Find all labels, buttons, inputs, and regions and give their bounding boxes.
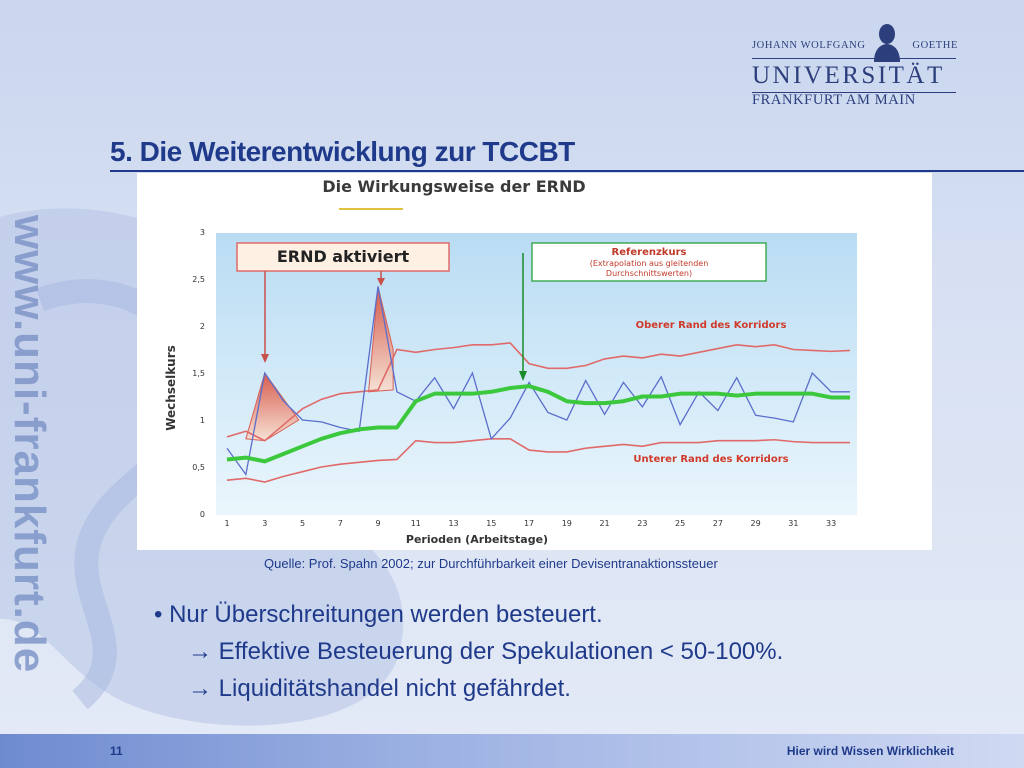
y-tick-label: 2,5 xyxy=(192,275,205,284)
x-tick-label: 11 xyxy=(411,519,421,528)
goethe-bust-icon xyxy=(874,24,900,62)
title-divider xyxy=(110,170,1024,172)
chart-annotations: ERND aktiviert Referenzkurs(Extrapolation… xyxy=(236,242,789,465)
bullet-sub-1: → Effektive Besteuerung der Spekulatione… xyxy=(154,633,783,670)
x-tick-label: 17 xyxy=(524,519,534,528)
y-tick-label: 3 xyxy=(200,228,205,237)
arrow-right-icon: → xyxy=(188,675,212,702)
x-tick-label: 13 xyxy=(448,519,458,528)
series-line-lower xyxy=(226,437,850,483)
ernd-chart: Die Wirkungsweise der ERND 0 0,5 1 1,5 2 2,5 3… xyxy=(164,177,857,546)
arrow-down-icon xyxy=(377,278,385,286)
referenzkurs-box xyxy=(531,242,767,282)
spike-area xyxy=(368,286,394,393)
bullet-list: • Nur Überschreitungen werden besteuert.… xyxy=(154,596,783,707)
arrow-down-icon xyxy=(519,371,527,381)
source-citation: Quelle: Prof. Spahn 2002; zur Durchführb… xyxy=(264,556,718,571)
referenzkurs-line1: (Extrapolation aus gleitenden xyxy=(590,259,709,268)
x-tick-label: 7 xyxy=(338,519,343,528)
x-tick-label: 31 xyxy=(788,519,798,528)
chart-lines xyxy=(226,286,851,483)
bullet-main: • Nur Überschreitungen werden besteuert. xyxy=(154,601,603,628)
x-tick-label: 15 xyxy=(486,519,496,528)
x-axis-label: Perioden (Arbeitstage) xyxy=(406,533,548,546)
slide-title: 5. Die Weiterentwicklung zur TCCBT xyxy=(110,136,575,167)
x-tick-label: 27 xyxy=(713,519,723,528)
footer-slogan: Hier wird Wissen Wirklichkeit xyxy=(786,744,954,758)
chart-axes: 00,511,522,531 3 5 7 9 11 13 15 17 19 21 23 25 27 29 31… xyxy=(164,228,836,546)
x-tick-label: 29 xyxy=(751,519,761,528)
series-line-reference xyxy=(226,384,850,464)
logo-city: FRANKFURT AM MAIN xyxy=(752,92,916,108)
lower-corridor-label: Unterer Rand des Korridors xyxy=(633,454,788,465)
y-tick-label: 0,5 xyxy=(192,463,205,472)
x-tick-label: 21 xyxy=(599,519,609,528)
watermark-url: www.uni-frankfurt.de xyxy=(5,214,54,674)
y-tick-label: 1,5 xyxy=(192,369,205,378)
logo-university: UNIVERSITÄT xyxy=(752,62,945,89)
series-line-upper xyxy=(226,342,851,442)
chart-container: Die Wirkungsweise der ERND 0 0,5 1 1,5 2 2,5 3… xyxy=(137,173,932,550)
y-tick-label: 1 xyxy=(200,416,205,425)
referenzkurs-title: Referenzkurs xyxy=(612,247,687,258)
y-tick-label: 2 xyxy=(200,322,205,331)
y-tick-label: 0 xyxy=(200,510,205,519)
x-tick-label: 33 xyxy=(826,519,836,528)
ernd-box xyxy=(236,242,450,272)
x-tick-label: 19 xyxy=(562,519,572,528)
x-tick-label: 5 xyxy=(300,519,305,528)
upper-corridor-label: Oberer Rand des Korridors xyxy=(636,320,787,331)
footer-bar: 11 Hier wird Wissen Wirklichkeit xyxy=(0,734,1024,768)
bullet-sub-1-text: Effektive Besteuerung der Spekulationen … xyxy=(218,638,784,665)
x-tick-label: 25 xyxy=(675,519,685,528)
referenzkurs-line2: Durchschnittswerten) xyxy=(606,269,692,278)
university-logo: JOHANN WOLFGANG GOETHE UNIVERSITÄT FRANK… xyxy=(748,22,960,110)
logo-text-left: JOHANN WOLFGANG xyxy=(752,40,866,51)
logo-text-right: GOETHE xyxy=(912,40,958,51)
x-tick-label: 1 xyxy=(224,519,229,528)
x-tick-label: 9 xyxy=(375,519,380,528)
chart-title: Die Wirkungsweise der ERND xyxy=(322,177,585,196)
bullet-sub-2-text: Liquiditätshandel nicht gefährdet. xyxy=(218,675,571,702)
ernd-box-text: ERND aktiviert xyxy=(277,247,410,266)
page-number: 11 xyxy=(110,744,123,758)
y-axis-label: Wechselkurs xyxy=(164,345,178,431)
arrow-down-icon xyxy=(261,354,269,363)
x-tick-label: 3 xyxy=(262,519,267,528)
bullet-sub-2: → Liquiditätshandel nicht gefährdet. xyxy=(154,670,783,707)
arrow-right-icon: → xyxy=(188,638,212,665)
x-tick-label: 23 xyxy=(637,519,647,528)
